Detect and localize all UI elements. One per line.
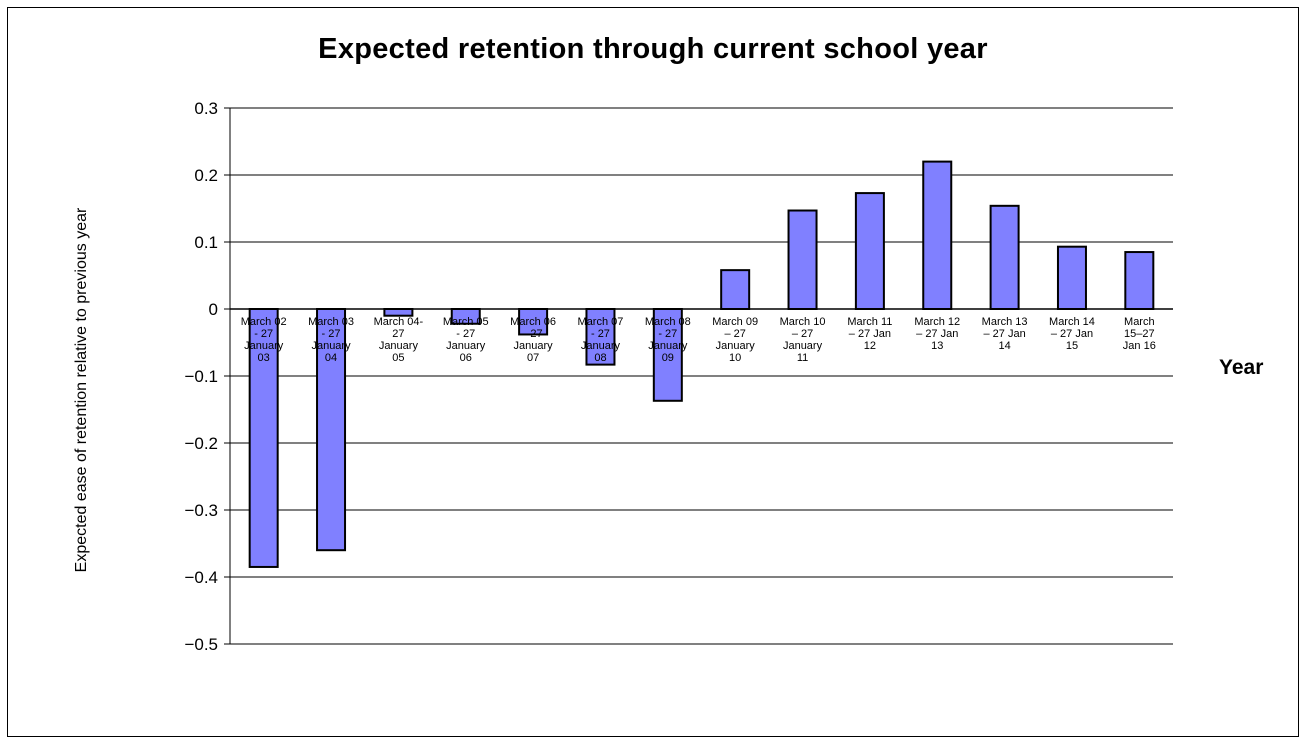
y-tick-label: 0.3 [194,99,218,118]
category-label: March 06- 27 January 07 [510,316,556,364]
category-label: March 14– 27 Jan 15 [1049,316,1095,352]
y-tick-label: −0.2 [184,434,218,453]
y-tick-label: 0.1 [194,233,218,252]
y-tick-label: −0.3 [184,501,218,520]
y-tick-label: 0.2 [194,166,218,185]
y-tick-label: −0.5 [184,635,218,654]
x-axis-title: Year [1219,356,1264,379]
category-label: March 03- 27 January 04 [308,316,354,364]
category-label: March 12– 27 Jan 13 [914,316,960,352]
chart-title: Expected retention through current schoo… [318,33,988,65]
bar [989,204,1020,311]
bar [248,308,279,568]
category-label: March 02- 27 January 03 [241,316,287,364]
category-label: March 08- 27 January 09 [645,316,691,364]
bar [383,308,414,317]
y-tick-label: 0 [209,300,218,319]
bar [787,209,818,310]
category-label: March 13– 27 Jan 14 [982,316,1028,352]
bar [652,308,683,402]
bar [316,308,347,552]
bar [1124,251,1155,311]
category-label: March 07- 27 January 08 [578,316,624,364]
bar [854,192,885,310]
bar [1056,245,1087,311]
category-label: March 04-27 January 05 [374,316,424,364]
y-tick-label: −0.1 [184,367,218,386]
bar [922,160,953,310]
bar [585,308,616,366]
category-label: March 05- 27 January 06 [443,316,489,364]
category-label: March 09– 27 January 10 [712,316,758,364]
bar [720,269,751,311]
bar [518,308,549,336]
category-label: March 11– 27 Jan 12 [847,316,892,352]
category-label: March 10– 27 January 11 [780,316,826,364]
y-tick-label: −0.4 [184,568,218,587]
category-label: March 15–27 Jan 16 [1123,316,1156,352]
